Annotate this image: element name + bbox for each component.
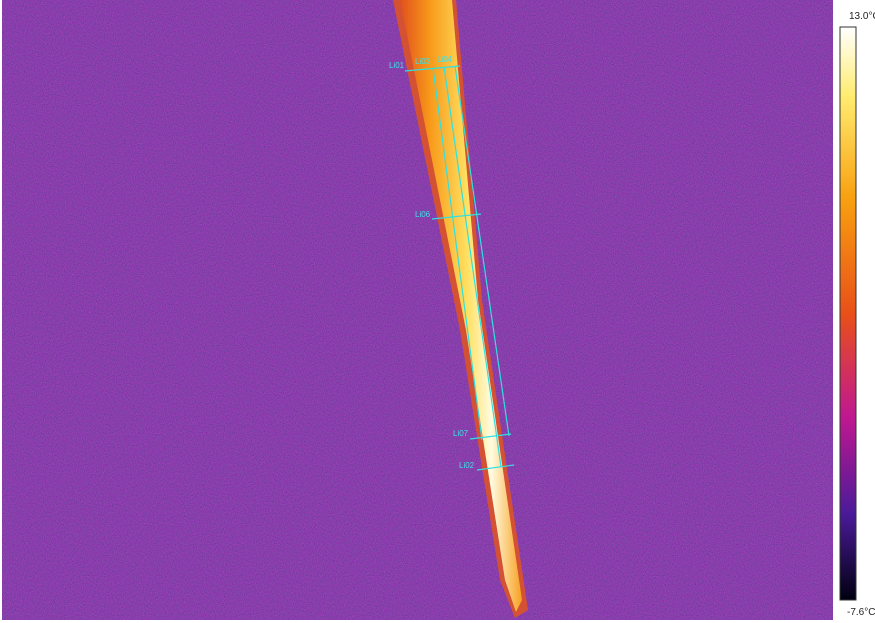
- line-label: Li07: [453, 429, 469, 438]
- scale-min: -7.6°C: [847, 607, 875, 618]
- line-label: Li01: [389, 61, 405, 70]
- line-label: Li06: [415, 210, 431, 219]
- scale-max: 13.0°C: [849, 11, 875, 22]
- thermal-view: Li01 Li03 Li04 Li06 Li07 Li02 13.0°C -7.…: [0, 0, 875, 623]
- page: Li01 Li03 Li04 Li06 Li07 Li02 13.0°C -7.…: [0, 0, 875, 623]
- line-label: Li02: [459, 461, 475, 470]
- color-scale: [840, 27, 856, 600]
- line-label: Li04: [437, 55, 453, 64]
- line-label: Li03: [415, 57, 431, 66]
